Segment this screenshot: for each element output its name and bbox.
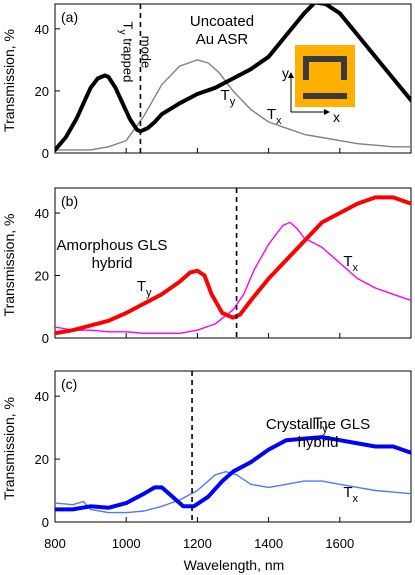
- x-tick-label: 1000: [112, 536, 141, 551]
- y-tick-label: 20: [35, 84, 49, 99]
- x-axis-label: Wavelength, nm: [184, 557, 285, 573]
- series-label-ty: Ty: [313, 415, 328, 436]
- inset-x-label: x: [333, 109, 340, 125]
- series-label-tx: Tx: [343, 253, 358, 274]
- y-tick-label: 0: [42, 331, 49, 346]
- series-tx-line: [55, 221, 411, 334]
- annotation-line: Crystalline GLS: [266, 416, 370, 433]
- annotation-line: Au ASR: [196, 31, 249, 48]
- series-label-ty: Ty: [137, 278, 152, 299]
- trapped-mode-label: Ty trapped: [116, 22, 135, 83]
- panel-label: (c): [61, 376, 77, 392]
- x-tick-label: 1400: [254, 536, 283, 551]
- y-axis-label: Transmission, %: [1, 214, 17, 317]
- plot-frame: [54, 370, 412, 523]
- series-ty-line: [55, 4, 411, 152]
- plot-frame: [54, 3, 412, 154]
- y-tick-label: 0: [42, 515, 49, 530]
- y-axis-label: Transmission, %: [1, 29, 17, 132]
- asr-bottom-bar: [303, 93, 347, 99]
- panel-c: 0 20 40 Transmission, % (c) Crystalline GLShy…: [1, 370, 412, 530]
- annotation-line: hybrid: [92, 255, 133, 272]
- y-axis-label: Transmission, %: [1, 397, 17, 500]
- x-tick-label: 800: [44, 536, 66, 551]
- plot-frame: [54, 187, 412, 339]
- x-arrowhead: [324, 109, 330, 115]
- series-ty-line: [55, 195, 411, 336]
- annotation-line: Uncoated: [190, 13, 254, 30]
- asr-right-arm: [341, 56, 347, 80]
- asr-top-bar: [303, 56, 347, 62]
- panel-b: 0 20 40 Transmission, % (b) Amorphous GLShybr…: [1, 187, 412, 346]
- panel-label: (a): [61, 9, 78, 25]
- asr-left-arm: [303, 56, 309, 80]
- annotation-line: hybrid: [298, 434, 339, 451]
- inset-y-label: y: [282, 65, 289, 81]
- series-label-tx: Tx: [343, 484, 358, 505]
- asr-inset: xy: [282, 45, 355, 125]
- y-tick-label: 40: [35, 206, 49, 221]
- series-ty-line: [55, 435, 411, 512]
- panel-label: (b): [61, 193, 78, 209]
- y-tick-label: 40: [35, 389, 49, 404]
- trapped-mode-label-line2: mode: [138, 36, 153, 69]
- x-tick-label: 1600: [325, 536, 354, 551]
- y-tick-label: 20: [35, 269, 49, 284]
- series-tx-line: [55, 471, 411, 514]
- annotation-line: Amorphous GLS: [57, 237, 168, 254]
- x-tick-label: 1200: [183, 536, 212, 551]
- y-arrowhead: [288, 72, 294, 78]
- y-tick-label: 20: [35, 452, 49, 467]
- series-label-tx: Tx: [267, 106, 282, 127]
- x-tick-labels: 800 1000 1200 1400 1600: [44, 536, 354, 551]
- y-tick-label: 40: [35, 22, 49, 37]
- y-tick-label: 0: [42, 146, 49, 161]
- series-label-ty: Ty: [221, 87, 236, 108]
